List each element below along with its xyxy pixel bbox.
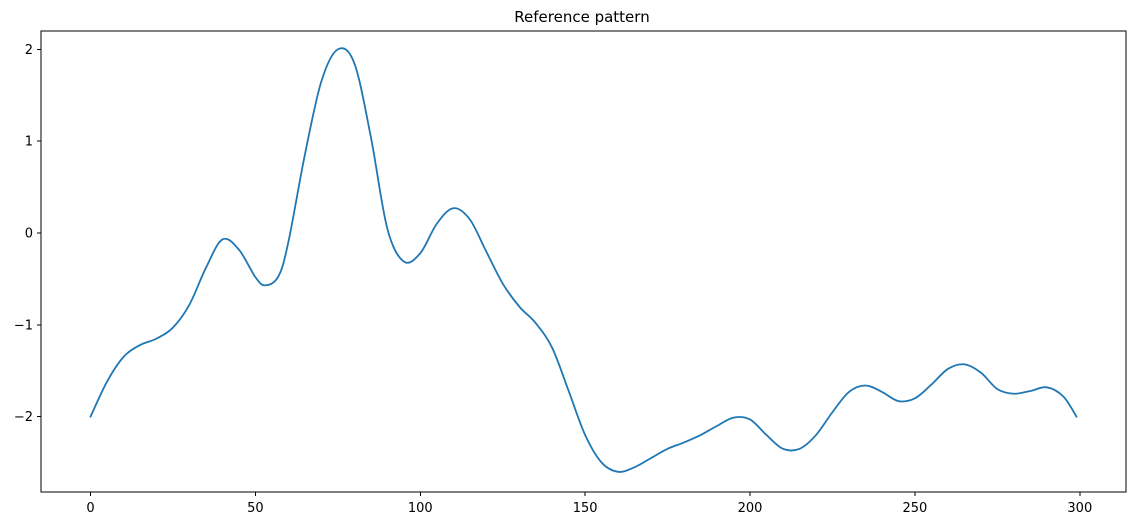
x-tick-label: 150 bbox=[573, 501, 598, 516]
y-tick-label: 1 bbox=[25, 135, 33, 150]
axes-frame bbox=[40, 30, 1127, 493]
y-tick-label: 0 bbox=[25, 227, 33, 242]
y-tick-label: −1 bbox=[14, 318, 33, 333]
x-tick-label: 50 bbox=[247, 501, 264, 516]
x-tick-label: 0 bbox=[86, 501, 94, 516]
x-tick-label: 200 bbox=[738, 501, 763, 516]
plot-area: 0 50 100 150 200 250 300 2 1 0 −1 −2 bbox=[14, 43, 1092, 516]
y-tick-label: 2 bbox=[25, 43, 33, 58]
y-tick-label: −2 bbox=[14, 410, 33, 425]
series-line bbox=[89, 47, 1078, 473]
chart-title: Reference pattern bbox=[514, 8, 649, 26]
x-tick-label: 300 bbox=[1067, 501, 1092, 516]
x-tick-label: 100 bbox=[408, 501, 433, 516]
x-tick-label: 250 bbox=[903, 501, 928, 516]
